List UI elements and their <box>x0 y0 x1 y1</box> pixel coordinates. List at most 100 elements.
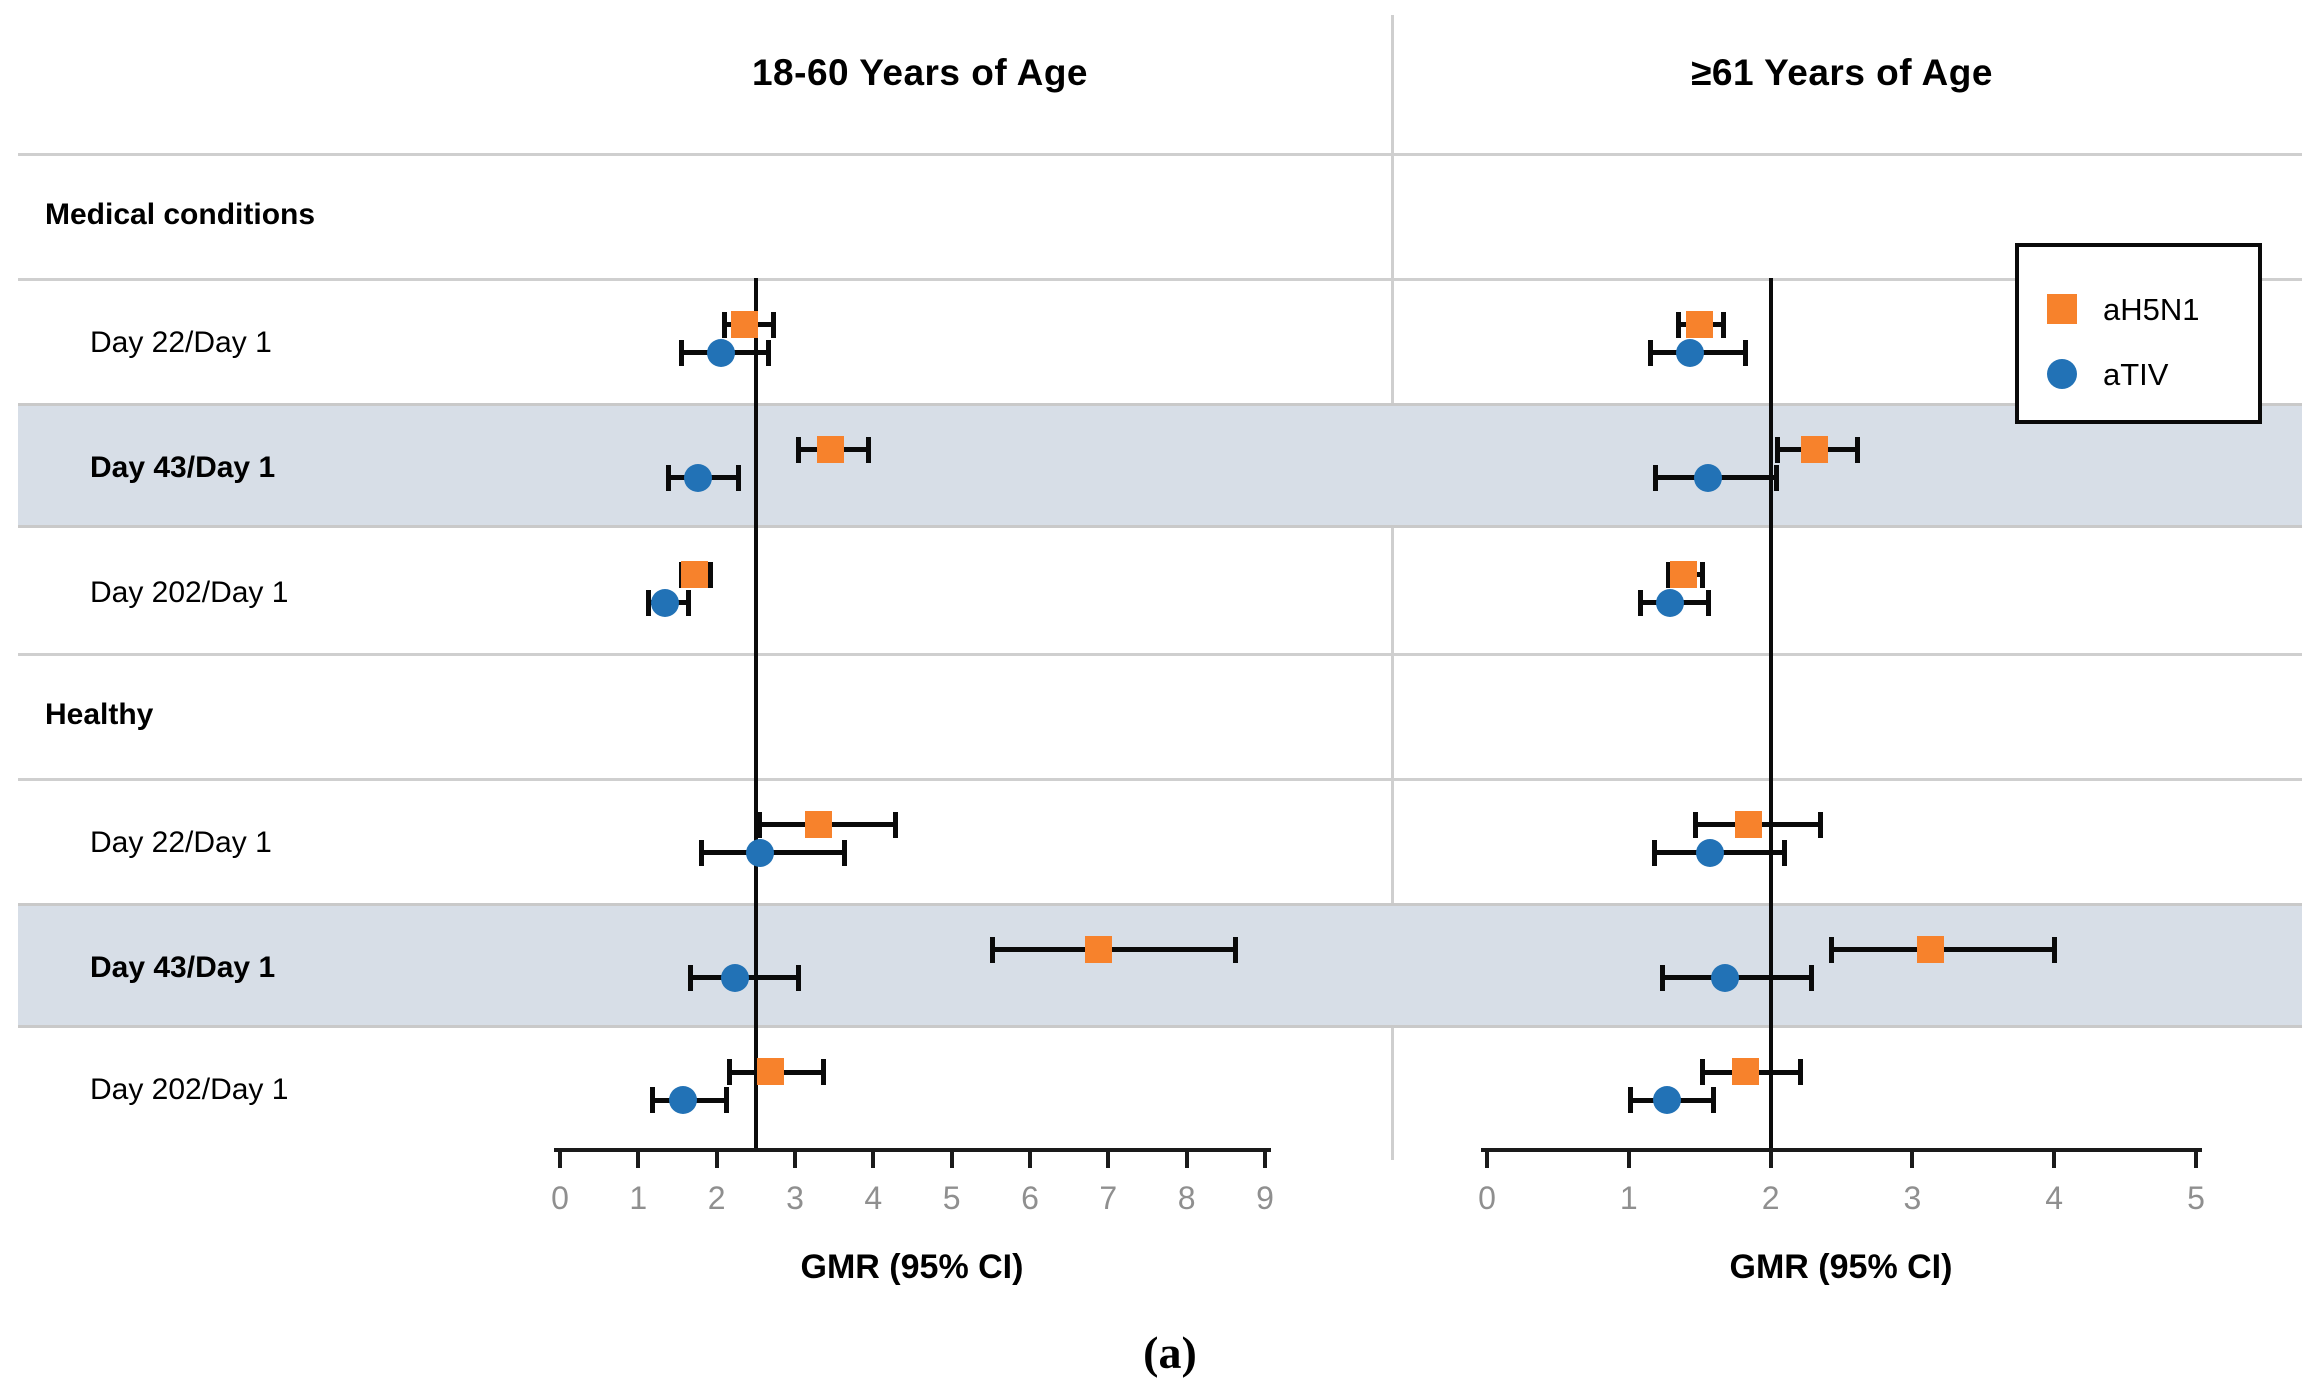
right-x-axis-label: GMR (95% CI) <box>1729 1248 1953 1286</box>
x-axis-tick <box>1768 1152 1773 1168</box>
aH5N1-marker <box>680 560 708 588</box>
aTIV-ci-cap-low <box>699 839 705 866</box>
x-axis-tick <box>1028 1152 1032 1168</box>
aTIV-ci-cap-low <box>646 589 652 616</box>
reference-line <box>1768 278 1773 1148</box>
aH5N1-ci-cap-low <box>726 1059 732 1085</box>
aH5N1-marker <box>1735 810 1763 838</box>
aH5N1-ci-cap-low <box>1666 561 1671 588</box>
aTIV-marker <box>706 338 735 367</box>
aH5N1-ci-cap-high <box>707 561 713 588</box>
aTIV-ci-cap-low <box>678 339 684 366</box>
aH5N1-ci-cap-low <box>989 936 995 963</box>
aH5N1-ci-cap-high <box>1854 436 1860 463</box>
aH5N1-ci-cap-low <box>1700 1059 1706 1085</box>
left-x-axis-label: GMR (95% CI) <box>800 1248 1024 1286</box>
aTIV-ci-cap-low <box>1647 339 1653 366</box>
aH5N1-marker <box>1732 1058 1760 1085</box>
row-divider-line <box>18 653 2302 656</box>
x-axis-tick <box>714 1152 719 1168</box>
ativ-circle-icon <box>2047 359 2077 389</box>
x-axis-tick-label: 0 <box>1478 1180 1496 1216</box>
aTIV-ci-cap-low <box>1660 964 1666 991</box>
x-axis-tick <box>871 1152 876 1168</box>
x-axis-tick <box>1184 1152 1189 1168</box>
x-axis-tick-label: 4 <box>864 1180 883 1216</box>
aTIV-ci-cap-high <box>1782 839 1788 866</box>
x-axis-line <box>1481 1148 2202 1152</box>
x-axis-tick-label: 2 <box>1761 1180 1780 1216</box>
aH5N1-ci-cap-high <box>1721 311 1727 338</box>
x-axis-tick <box>1910 1152 1915 1168</box>
x-axis-tick-label: 9 <box>1256 1180 1274 1216</box>
aTIV-ci-cap-high <box>1742 339 1748 366</box>
aTIV-ci-cap-low <box>649 1087 655 1113</box>
x-axis-tick <box>558 1152 562 1168</box>
aH5N1-ci-cap-high <box>866 436 872 463</box>
aTIV-ci-cap-low <box>1651 839 1657 866</box>
aH5N1-ci-cap-high <box>892 811 898 838</box>
aH5N1-ci-cap-low <box>1775 436 1781 463</box>
legend-item-ah5n1: aH5N1 <box>2019 279 2258 339</box>
aH5N1-marker <box>756 1058 784 1085</box>
x-axis-tick-label: 7 <box>1099 1180 1118 1216</box>
aH5N1-marker <box>730 310 758 338</box>
aTIV-marker <box>683 463 712 492</box>
row-divider-line <box>18 153 2302 156</box>
aTIV-ci-cap-high <box>723 1087 729 1113</box>
aTIV-ci-cap-low <box>1653 464 1659 491</box>
aTIV-marker <box>1653 1086 1682 1114</box>
aTIV-ci-cap-low <box>1637 589 1643 616</box>
reference-line <box>753 278 758 1148</box>
aH5N1-ci-cap-high <box>2051 936 2057 963</box>
aH5N1-ci-cap-low <box>1829 936 1835 963</box>
row-label: Day 43/Day 1 <box>90 450 276 484</box>
legend-label-ah5n1: aH5N1 <box>2103 292 2200 327</box>
aH5N1-ci-bar <box>992 947 1236 952</box>
x-axis-tick <box>2052 1152 2057 1168</box>
shaded-row-band <box>18 903 2302 1028</box>
aH5N1-ci-cap-high <box>1797 1059 1803 1085</box>
row-label: Day 22/Day 1 <box>90 825 272 859</box>
aH5N1-marker <box>1916 935 1944 963</box>
x-axis-tick-label: 3 <box>786 1180 804 1216</box>
x-axis-tick-label: 3 <box>1903 1180 1922 1216</box>
aH5N1-ci-cap-low <box>1675 311 1681 338</box>
x-axis-tick-label: 4 <box>2045 1180 2064 1216</box>
aTIV-ci-cap-high <box>765 339 771 366</box>
shaded-row-band <box>18 403 2302 528</box>
aTIV-ci-cap-high <box>1809 964 1815 991</box>
x-axis-tick-label: 5 <box>942 1180 961 1216</box>
aH5N1-marker <box>817 435 845 463</box>
aH5N1-marker <box>1670 560 1698 588</box>
aTIV-ci-cap-high <box>736 464 742 491</box>
row-divider-line <box>18 278 2302 281</box>
aTIV-ci-cap-high <box>1705 589 1711 616</box>
ah5n1-square-icon <box>2047 294 2077 324</box>
aTIV-ci-cap-low <box>688 964 694 991</box>
aH5N1-ci-cap-low <box>722 311 727 338</box>
aTIV-ci-cap-low <box>665 464 671 491</box>
aTIV-marker <box>1655 588 1684 617</box>
x-axis-tick-label: 0 <box>551 1180 569 1216</box>
aTIV-ci-cap-high <box>796 964 802 991</box>
aTIV-ci-cap-low <box>1627 1087 1633 1113</box>
aTIV-ci-cap-high <box>685 589 691 616</box>
row-group-label: Medical conditions <box>45 197 316 231</box>
aH5N1-ci-cap-low <box>795 436 801 463</box>
aH5N1-marker <box>804 810 832 838</box>
aH5N1-ci-cap-high <box>770 311 776 338</box>
aH5N1-ci-cap-high <box>1700 561 1706 588</box>
x-axis-tick-label: 1 <box>1619 1180 1638 1216</box>
panel-separator-line <box>1391 15 1394 1160</box>
row-label: Day 202/Day 1 <box>90 575 289 609</box>
x-axis-tick-label: 6 <box>1021 1180 1039 1216</box>
x-axis-tick-label: 2 <box>707 1180 726 1216</box>
aTIV-marker <box>1675 338 1704 367</box>
row-label: Day 43/Day 1 <box>90 950 276 984</box>
row-group-label: Healthy <box>45 697 154 731</box>
x-axis-tick-label: 1 <box>629 1180 648 1216</box>
x-axis-tick-label: 8 <box>1177 1180 1196 1216</box>
